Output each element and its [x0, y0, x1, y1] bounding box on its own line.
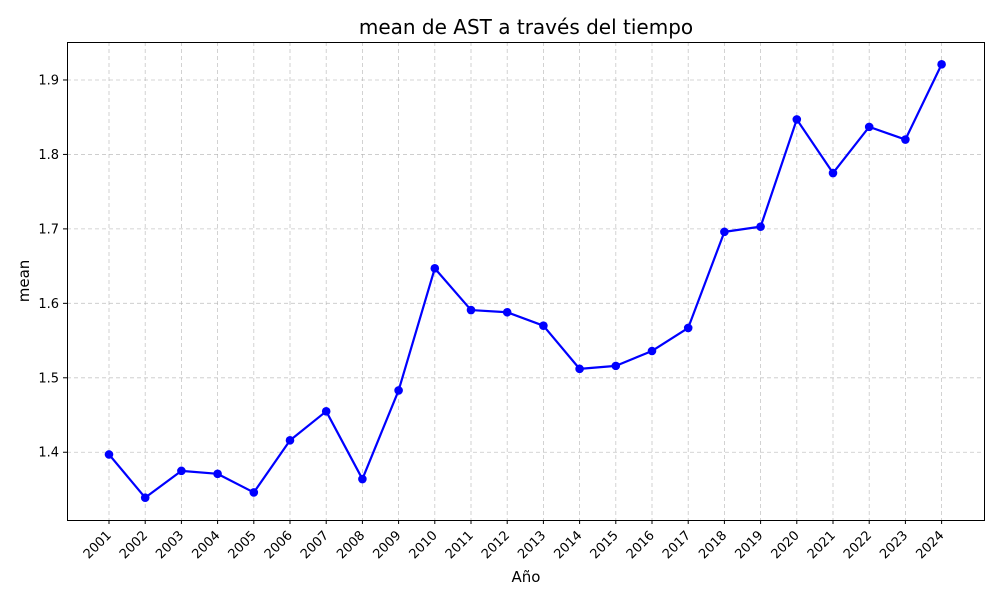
data-point: [647, 346, 657, 356]
x-tick-label: 2002: [117, 528, 151, 562]
x-tick-label: 2003: [153, 528, 187, 562]
series-layer: [104, 60, 946, 502]
data-point: [539, 321, 548, 330]
x-tick-label: 2019: [732, 528, 766, 562]
y-tick-label: 1.9: [38, 73, 59, 88]
data-point: [358, 474, 367, 484]
x-tick-label: 2013: [515, 528, 549, 562]
y-tick-label: 1.5: [38, 371, 59, 386]
x-tick-label: 2017: [660, 528, 694, 562]
data-point: [864, 122, 874, 132]
data-point: [575, 364, 584, 374]
x-tick-label: 2008: [334, 528, 368, 562]
y-axis-label: mean: [15, 260, 33, 303]
data-point: [683, 323, 693, 333]
y-tick-label: 1.6: [38, 297, 59, 312]
x-tick-label: 2024: [913, 528, 947, 562]
x-tick-label: 2005: [226, 528, 260, 562]
x-tick-label: 2004: [189, 528, 223, 562]
y-tick-label: 1.7: [38, 222, 59, 237]
y-axis: 1.4 1.5 1.6 1.7 1.8 1.9: [38, 73, 67, 461]
data-point: [792, 115, 802, 124]
x-tick-label: 2020: [769, 528, 803, 562]
x-tick-label: 2001: [81, 528, 115, 562]
data-point: [720, 227, 729, 237]
data-point: [901, 135, 910, 144]
data-point: [285, 436, 295, 445]
data-point: [177, 466, 186, 476]
x-tick-label: 2021: [805, 528, 839, 562]
data-point: [213, 469, 222, 479]
x-tick-label: 2009: [370, 528, 404, 562]
data-point: [140, 493, 150, 502]
data-point: [321, 406, 331, 416]
x-tick-label: 2016: [624, 528, 658, 562]
data-point: [756, 222, 765, 231]
chart-title: mean de AST a través del tiempo: [359, 15, 693, 39]
data-point: [828, 168, 838, 178]
x-axis: 2001 2002 2003 2004 2005 2006 2007 2008 2009 2010…: [81, 520, 947, 562]
data-point: [430, 264, 440, 273]
plot-frame: [67, 42, 985, 521]
x-tick-label: 2011: [443, 528, 477, 562]
x-tick-label: 2018: [696, 528, 730, 562]
data-point: [502, 307, 512, 317]
x-tick-label: 2010: [407, 528, 441, 562]
data-point: [466, 305, 476, 315]
data-point: [394, 386, 403, 395]
y-tick-label: 1.8: [38, 148, 59, 163]
x-tick-label: 2023: [877, 528, 911, 562]
data-point: [937, 60, 946, 69]
data-point: [104, 450, 114, 459]
x-tick-label: 2012: [479, 528, 513, 562]
data-point: [249, 488, 259, 497]
data-point: [611, 361, 621, 371]
series-line: [108, 63, 943, 499]
x-tick-label: 2006: [262, 528, 296, 562]
x-axis-label: Año: [512, 568, 541, 586]
grid: [67, 42, 984, 520]
x-tick-label: 2014: [551, 528, 585, 562]
x-tick-label: 2022: [841, 528, 875, 562]
y-tick-label: 1.4: [38, 446, 59, 461]
x-tick-label: 2015: [588, 528, 622, 562]
x-tick-label: 2007: [298, 528, 332, 562]
